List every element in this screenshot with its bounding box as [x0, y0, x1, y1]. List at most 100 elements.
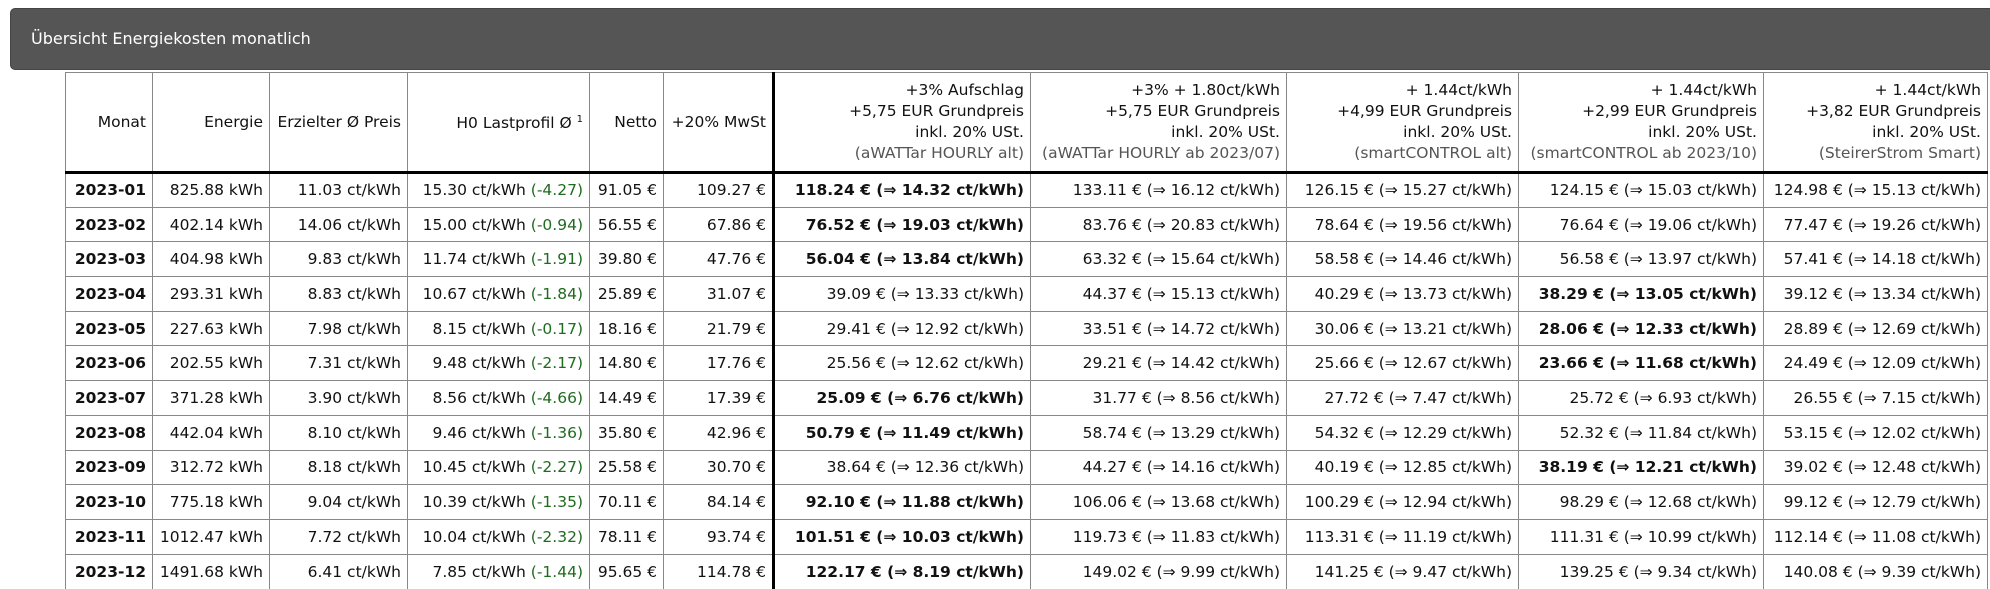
- cell-month: 2023-07: [65, 380, 153, 416]
- cell-tariff-cost: 63.32 € (⇒ 15.64 ct/kWh): [1030, 241, 1287, 278]
- h0-diff: (-1.36): [530, 423, 583, 442]
- cell-tariff-cost: 101.51 € (⇒ 10.03 ct/kWh): [772, 518, 1031, 555]
- cell-tariff-cost: 39.02 € (⇒ 12.48 ct/kWh): [1763, 449, 1988, 486]
- cell-price: 11.03 ct/kWh: [269, 172, 408, 208]
- cell-h0: 10.39 ct/kWh (-1.35): [407, 484, 590, 520]
- tariff-line3: inkl. 20% USt.: [1403, 123, 1512, 141]
- cell-price: 9.04 ct/kWh: [269, 484, 408, 520]
- tariff-line3: inkl. 20% USt.: [915, 123, 1024, 141]
- cell-netto: 70.11 €: [589, 484, 664, 520]
- cell-tariff-cost: 113.31 € (⇒ 11.19 ct/kWh): [1286, 518, 1519, 555]
- table-row: 2023-11 1012.47 kWh 7.72 ct/kWh 10.04 ct/kW…: [65, 518, 1988, 555]
- cell-tariff-cost: 38.19 € (⇒ 12.21 ct/kWh): [1518, 449, 1764, 486]
- cell-netto: 56.55 €: [589, 206, 664, 243]
- cell-mwst: 17.76 €: [663, 345, 774, 382]
- col-header-tariff-awattar-neu: +3% + 1.80ct/kWh +5,75 EUR Grundpreis in…: [1030, 72, 1287, 174]
- cell-mwst: 31.07 €: [663, 276, 774, 312]
- cell-price: 3.90 ct/kWh: [269, 380, 408, 416]
- cell-tariff-cost: 56.04 € (⇒ 13.84 ct/kWh): [772, 241, 1031, 278]
- h0-value: 10.67 ct/kWh: [422, 284, 526, 303]
- cell-tariff-cost: 25.56 € (⇒ 12.62 ct/kWh): [772, 345, 1031, 382]
- cell-energy: 371.28 kWh: [152, 380, 270, 416]
- cell-tariff-cost: 52.32 € (⇒ 11.84 ct/kWh): [1518, 414, 1764, 451]
- cell-netto: 78.11 €: [589, 518, 664, 555]
- cell-tariff-cost: 38.64 € (⇒ 12.36 ct/kWh): [772, 449, 1031, 486]
- cell-mwst: 47.76 €: [663, 241, 774, 278]
- tariff-line3: inkl. 20% USt.: [1872, 123, 1981, 141]
- footnote-marker: 1: [576, 114, 583, 126]
- cell-tariff-cost: 33.51 € (⇒ 14.72 ct/kWh): [1030, 310, 1287, 347]
- cell-tariff-cost: 31.77 € (⇒ 8.56 ct/kWh): [1030, 380, 1287, 416]
- cell-energy: 404.98 kWh: [152, 241, 270, 278]
- table-row: 2023-01 825.88 kWh 11.03 ct/kWh 15.30 ct/kW…: [65, 172, 1988, 208]
- h0-value: 9.46 ct/kWh: [432, 423, 526, 442]
- tariff-source: (SteirerStrom Smart): [1818, 144, 1981, 162]
- cell-price: 14.06 ct/kWh: [269, 206, 408, 243]
- table-row: 2023-08 442.04 kWh 8.10 ct/kWh 9.46 ct/kWh …: [65, 414, 1988, 451]
- cell-mwst: 109.27 €: [663, 172, 774, 208]
- col-header-tariff-smartcontrol-alt: + 1.44ct/kWh +4,99 EUR Grundpreis inkl. …: [1286, 72, 1519, 174]
- tariff-line3: inkl. 20% USt.: [1648, 123, 1757, 141]
- cell-mwst: 30.70 €: [663, 449, 774, 486]
- cell-tariff-cost: 57.41 € (⇒ 14.18 ct/kWh): [1763, 241, 1988, 278]
- panel-header: Übersicht Energiekosten monatlich: [10, 8, 1990, 70]
- h0-value: 15.00 ct/kWh: [422, 215, 526, 234]
- h0-diff: (-1.35): [530, 493, 583, 512]
- col-header-energie: Energie: [152, 72, 270, 174]
- cell-h0: 8.15 ct/kWh (-0.17): [407, 310, 590, 347]
- cell-tariff-cost: 83.76 € (⇒ 20.83 ct/kWh): [1030, 206, 1287, 243]
- cell-price: 9.83 ct/kWh: [269, 241, 408, 278]
- cell-tariff-cost: 98.29 € (⇒ 12.68 ct/kWh): [1518, 484, 1764, 520]
- cell-tariff-cost: 58.74 € (⇒ 13.29 ct/kWh): [1030, 414, 1287, 451]
- cell-month: 2023-02: [65, 206, 153, 243]
- energy-cost-table-wrapper: Monat Energie Erzielter Ø Preis H0 Lastp…: [65, 72, 1988, 589]
- cell-month: 2023-03: [65, 241, 153, 278]
- cell-tariff-cost: 76.64 € (⇒ 19.06 ct/kWh): [1518, 206, 1764, 243]
- cell-tariff-cost: 23.66 € (⇒ 11.68 ct/kWh): [1518, 345, 1764, 382]
- cell-price: 6.41 ct/kWh: [269, 553, 408, 589]
- table-row: 2023-10 775.18 kWh 9.04 ct/kWh 10.39 ct/kWh…: [65, 484, 1988, 520]
- tariff-line2: +2,99 EUR Grundpreis: [1582, 102, 1757, 120]
- cell-energy: 1012.47 kWh: [152, 518, 270, 555]
- cell-month: 2023-05: [65, 310, 153, 347]
- cell-tariff-cost: 39.12 € (⇒ 13.34 ct/kWh): [1763, 276, 1988, 312]
- cell-tariff-cost: 30.06 € (⇒ 13.21 ct/kWh): [1286, 310, 1519, 347]
- cell-tariff-cost: 27.72 € (⇒ 7.47 ct/kWh): [1286, 380, 1519, 416]
- cell-month: 2023-08: [65, 414, 153, 451]
- col-header-monat: Monat: [65, 72, 153, 174]
- cell-netto: 25.89 €: [589, 276, 664, 312]
- cell-tariff-cost: 140.08 € (⇒ 9.39 ct/kWh): [1763, 553, 1988, 589]
- h0-value: 11.74 ct/kWh: [422, 250, 526, 269]
- tariff-source: (smartCONTROL ab 2023/10): [1530, 144, 1758, 162]
- cell-tariff-cost: 28.89 € (⇒ 12.69 ct/kWh): [1763, 310, 1988, 347]
- cell-h0: 8.56 ct/kWh (-4.66): [407, 380, 590, 416]
- cell-tariff-cost: 100.29 € (⇒ 12.94 ct/kWh): [1286, 484, 1519, 520]
- col-header-mwst: +20% MwSt: [663, 72, 774, 174]
- table-row: 2023-02 402.14 kWh 14.06 ct/kWh 15.00 ct/kW…: [65, 206, 1988, 243]
- cell-h0: 11.74 ct/kWh (-1.91): [407, 241, 590, 278]
- table-row: 2023-09 312.72 kWh 8.18 ct/kWh 10.45 ct/kWh…: [65, 449, 1988, 486]
- cell-netto: 14.49 €: [589, 380, 664, 416]
- cell-tariff-cost: 99.12 € (⇒ 12.79 ct/kWh): [1763, 484, 1988, 520]
- cell-tariff-cost: 44.27 € (⇒ 14.16 ct/kWh): [1030, 449, 1287, 486]
- cell-mwst: 17.39 €: [663, 380, 774, 416]
- cell-tariff-cost: 124.98 € (⇒ 15.13 ct/kWh): [1763, 172, 1988, 208]
- cell-tariff-cost: 124.15 € (⇒ 15.03 ct/kWh): [1518, 172, 1764, 208]
- table-header-row: Monat Energie Erzielter Ø Preis H0 Lastp…: [65, 72, 1988, 174]
- cell-netto: 95.65 €: [589, 553, 664, 589]
- cell-energy: 775.18 kWh: [152, 484, 270, 520]
- tariff-source: (smartCONTROL alt): [1354, 144, 1512, 162]
- cell-tariff-cost: 26.55 € (⇒ 7.15 ct/kWh): [1763, 380, 1988, 416]
- h0-value: 8.15 ct/kWh: [432, 319, 526, 338]
- cell-tariff-cost: 56.58 € (⇒ 13.97 ct/kWh): [1518, 241, 1764, 278]
- tariff-line1: + 1.44ct/kWh: [1874, 81, 1981, 99]
- h0-diff: (-2.27): [530, 458, 583, 477]
- table-row: 2023-12 1491.68 kWh 6.41 ct/kWh 7.85 ct/kWh…: [65, 553, 1988, 589]
- cell-mwst: 93.74 €: [663, 518, 774, 555]
- cell-month: 2023-01: [65, 172, 153, 208]
- col-header-tariff-smartcontrol-neu: + 1.44ct/kWh +2,99 EUR Grundpreis inkl. …: [1518, 72, 1764, 174]
- cell-tariff-cost: 29.41 € (⇒ 12.92 ct/kWh): [772, 310, 1031, 347]
- tariff-source: (aWATTar HOURLY ab 2023/07): [1042, 144, 1280, 162]
- h0-diff: (-1.84): [530, 284, 583, 303]
- cell-tariff-cost: 44.37 € (⇒ 15.13 ct/kWh): [1030, 276, 1287, 312]
